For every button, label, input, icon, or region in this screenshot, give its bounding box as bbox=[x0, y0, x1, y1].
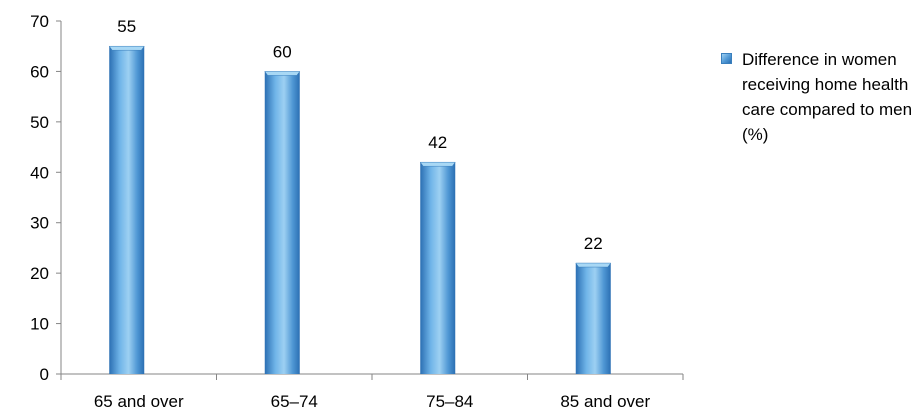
category-label: 65–74 bbox=[271, 392, 318, 411]
chart-labels: 55 65 and over 60 65–74 42 75–84 22 85 and over bbox=[94, 17, 651, 411]
bar-top-bevel bbox=[419, 161, 456, 167]
y-tick-label: 70 bbox=[30, 12, 49, 31]
bar-top-bevel bbox=[264, 71, 301, 76]
legend-label: Difference in women receiving home healt… bbox=[742, 50, 913, 144]
chart-axes: 0 10 20 30 40 50 60 70 bbox=[30, 12, 684, 384]
bar-top-bevel bbox=[108, 45, 145, 51]
y-tick-label: 40 bbox=[30, 163, 49, 182]
y-tick-label: 20 bbox=[30, 264, 49, 283]
y-tick-label: 0 bbox=[40, 365, 49, 384]
category-label: 85 and over bbox=[560, 392, 650, 411]
category-label: 65 and over bbox=[94, 392, 184, 411]
bar-top-bevel bbox=[575, 262, 612, 268]
chart-bars bbox=[108, 45, 612, 374]
y-tick-label: 50 bbox=[30, 113, 49, 132]
data-label: 55 bbox=[117, 17, 136, 36]
y-tick-label: 60 bbox=[30, 62, 49, 81]
y-tick-label: 10 bbox=[30, 315, 49, 334]
bar bbox=[420, 162, 456, 374]
y-tick-label: 30 bbox=[30, 214, 49, 233]
bar bbox=[575, 263, 611, 374]
legend-swatch-icon bbox=[721, 53, 732, 64]
data-label: 22 bbox=[584, 234, 603, 253]
category-label: 75–84 bbox=[426, 392, 473, 411]
data-label: 42 bbox=[428, 133, 447, 152]
bar bbox=[109, 46, 145, 374]
data-label: 60 bbox=[273, 42, 292, 61]
bar bbox=[264, 71, 300, 374]
